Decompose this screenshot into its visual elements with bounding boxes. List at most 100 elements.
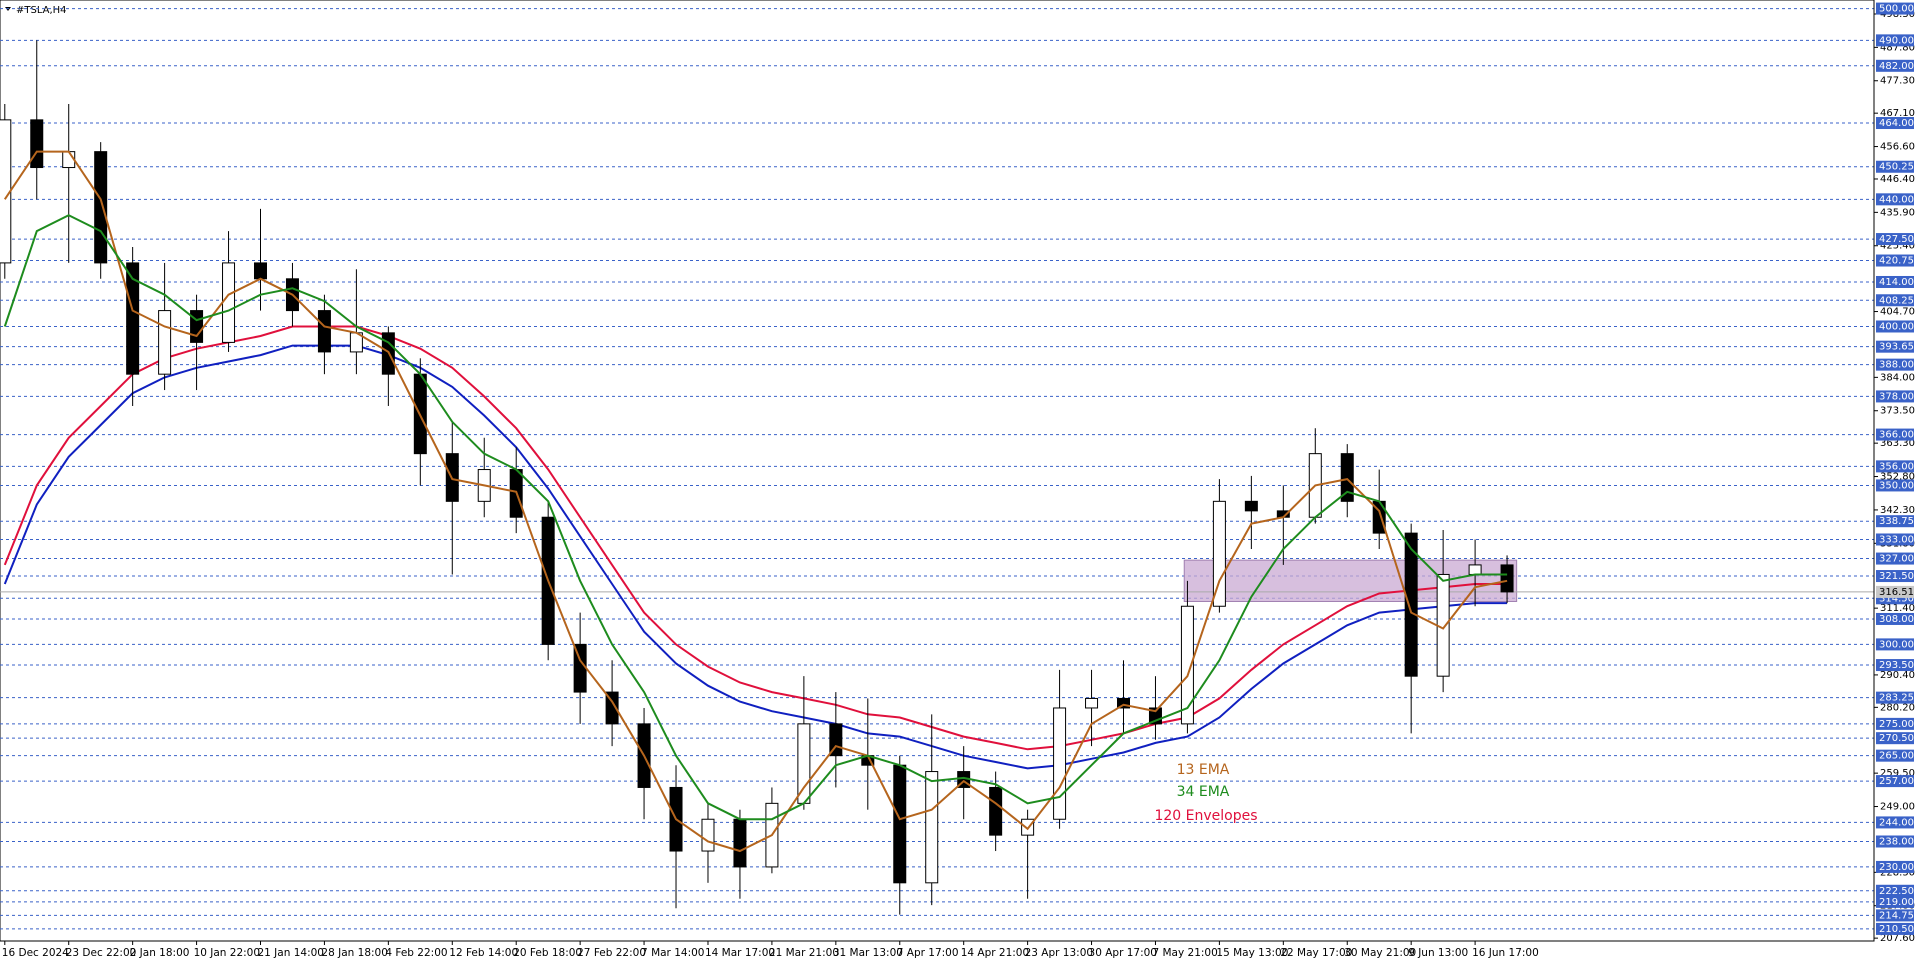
level-label-box [1876,117,1914,130]
level-label-box [1876,390,1914,403]
level-label: 257.00 [1879,776,1914,787]
x-tick-label: 23 Apr 13:00 [1025,947,1093,959]
x-tick-label: 22 May 17:00 [1280,947,1352,959]
candle-body [1117,697,1131,709]
level-label-box [1876,358,1914,371]
level-label: 388.00 [1879,360,1914,371]
x-tick-label: 30 May 21:00 [1344,947,1416,959]
y-tick-label: 259.50 [1880,768,1915,779]
level-label: 265.00 [1879,751,1914,762]
level-label: 230.00 [1879,862,1914,873]
candle-body [222,262,236,343]
level-label: 238.00 [1879,836,1914,847]
ema-line [3,214,1508,821]
candle-body [1468,564,1482,575]
x-tick-label: 16 Dec 2024 [2,947,69,959]
level-label-box [1876,479,1914,492]
level-label-box [1876,515,1914,528]
x-tick-label: 2 Jan 18:00 [130,947,190,959]
level-label: 393.65 [1879,342,1914,353]
level-label: 427.50 [1879,234,1914,245]
ema-line [3,150,1508,853]
level-label: 283.25 [1879,693,1914,704]
y-tick-label: 207.60 [1880,933,1915,944]
level-label: 400.00 [1879,321,1914,332]
x-tick-label: 10 Jan 22:00 [194,947,260,959]
y-tick-label: 249.00 [1880,802,1915,813]
x-tick-label: 23 Dec 22:00 [66,947,137,959]
candle-body [1340,453,1354,502]
level-label-box [1876,254,1914,267]
level-label: 219.00 [1879,897,1914,908]
level-label: 350.00 [1879,480,1914,491]
candle-body [158,310,172,375]
level-label-box [1876,2,1914,15]
x-tick-label: 7 Mar 14:00 [641,947,704,959]
candle-body [1180,605,1194,725]
level-label: 270.50 [1879,733,1914,744]
level-label-box [1876,275,1914,288]
level-label: 321.50 [1879,571,1914,582]
level-label-box [1876,922,1914,935]
x-tick-label: 20 Feb 18:00 [513,947,582,959]
candle-body [126,262,140,375]
y-tick-label: 311.40 [1880,603,1915,614]
level-label-box [1876,860,1914,873]
candle-body [1244,500,1258,512]
candle-body [1053,707,1067,820]
level-label: 293.50 [1879,660,1914,671]
level-label-box [1876,816,1914,829]
level-label-box [1876,193,1914,206]
level-label: 327.00 [1879,554,1914,565]
chart-title: #TSLA,H4 [16,5,67,16]
x-tick-label: 16 Jun 17:00 [1472,947,1539,959]
x-tick-label: 28 Jan 18:00 [321,947,387,959]
candle-body [989,786,1003,836]
level-label: 356.00 [1879,461,1914,472]
candle-body [605,691,619,725]
candle-body [797,723,811,804]
level-label-box [1876,552,1914,565]
y-tick-label: 467.10 [1880,108,1915,119]
level-label: 314.50 [1879,593,1914,604]
level-label: 500.00 [1879,4,1914,15]
level-label: 210.50 [1879,924,1914,935]
level-label-box [1876,320,1914,333]
y-tick-label: 342.30 [1880,505,1915,516]
level-label: 482.00 [1879,61,1914,72]
level-label: 308.00 [1879,614,1914,625]
level-label-box [1876,460,1914,473]
level-label-box [1876,160,1914,173]
level-label: 300.00 [1879,639,1914,650]
candle-body [925,771,939,884]
level-label-box [1876,233,1914,246]
level-label: 490.00 [1879,35,1914,46]
x-tick-label: 21 Mar 21:00 [769,947,839,959]
level-label: 378.00 [1879,391,1914,402]
level-label: 244.00 [1879,817,1914,828]
level-label-box [1876,749,1914,762]
candle-body [253,262,267,280]
level-label: 214.75 [1879,910,1914,921]
envelope-lower [3,344,1508,770]
x-tick-label: 15 May 13:00 [1216,947,1288,959]
level-label-box [1876,59,1914,72]
annotation: 13 EMA [1177,762,1230,778]
level-label: 338.75 [1879,516,1914,527]
level-label-box [1876,895,1914,908]
candle-body [94,151,108,264]
x-tick-label: 27 Feb 22:00 [577,947,646,959]
level-label-box [1876,909,1914,922]
level-label-box [1876,294,1914,307]
x-tick-label: 12 Feb 14:00 [449,947,518,959]
level-label: 450.25 [1879,162,1914,173]
level-label-box [1876,732,1914,745]
level-label: 420.75 [1879,256,1914,267]
y-tick-label: 384.00 [1880,372,1915,383]
current-price-label: 316.51 [1879,587,1914,598]
y-tick-label: 446.40 [1880,174,1915,185]
y-tick-label: 477.30 [1880,76,1915,87]
y-tick-label: 363.30 [1880,438,1915,449]
level-label-box [1876,691,1914,704]
